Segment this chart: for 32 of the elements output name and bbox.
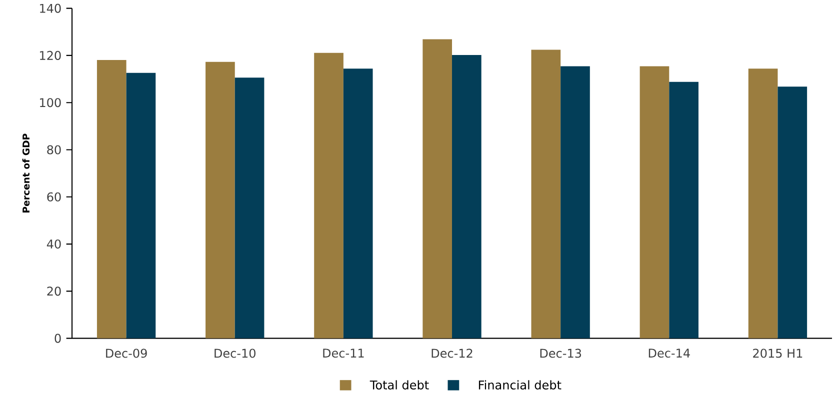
- y-axis-title: Percent of GDP: [22, 134, 30, 212]
- bar: [560, 66, 590, 338]
- bar: [452, 54, 482, 338]
- x-tick-label: 2015 H1: [753, 348, 802, 358]
- bar: [778, 86, 808, 338]
- x-tick-label: Dec-11: [323, 348, 364, 358]
- bar: [640, 66, 670, 338]
- bar: [234, 78, 264, 338]
- bar: [669, 82, 698, 338]
- y-tick-label: 40: [46, 239, 61, 249]
- bar: [531, 50, 561, 338]
- y-tick-label: 140: [40, 4, 61, 13]
- x-tick-label: Dec-10: [214, 348, 256, 358]
- x-tick-label: Dec-14: [648, 348, 690, 358]
- bar: [748, 68, 778, 338]
- y-tick-label: 0: [54, 334, 61, 343]
- x-tick-label: Dec-09: [106, 348, 147, 358]
- bar: [96, 60, 126, 338]
- y-tick-label: 60: [47, 192, 61, 202]
- y-tick-label: 100: [40, 98, 61, 108]
- y-tick-label: 20: [47, 286, 61, 296]
- y-tick-label: 120: [40, 50, 61, 60]
- bar: [422, 39, 452, 338]
- bar: [126, 72, 156, 338]
- bar: [343, 68, 373, 338]
- x-tick-label: Dec-13: [540, 348, 582, 358]
- bar: [314, 52, 344, 338]
- legend-label: Financial debt: [478, 380, 562, 390]
- bar: [206, 62, 235, 338]
- x-tick-label: Dec-12: [432, 348, 472, 358]
- legend-label: Total debt: [370, 380, 429, 390]
- y-tick-label: 80: [47, 145, 61, 154]
